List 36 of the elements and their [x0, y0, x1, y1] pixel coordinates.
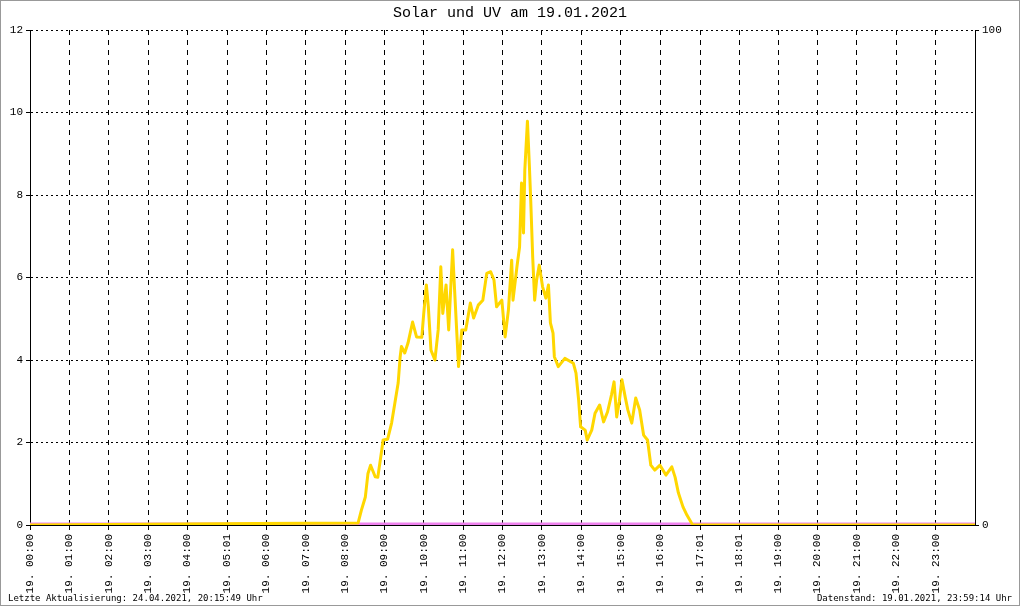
x-tick-label: 19. 08:00 [338, 534, 351, 594]
x-tick-label: 19. 10:00 [417, 534, 430, 594]
x-tick-label: 19. 02:00 [102, 534, 115, 594]
x-tick-label: 19. 20:00 [811, 534, 824, 594]
x-tick-label: 19. 11:00 [457, 534, 470, 594]
x-tick-label: 19. 23:00 [929, 534, 942, 594]
x-tick-label: 19. 18:01 [733, 533, 746, 594]
x-tick-label: 19. 06:00 [260, 534, 273, 594]
y-tick-label: 10 [9, 106, 23, 119]
x-tick-label: 19. 03:00 [142, 534, 155, 594]
chart-title: Solar und UV am 19.01.2021 [392, 5, 628, 22]
text: Datenstand: 19.01.2021, 23:59:14 Uhr [816, 593, 1012, 603]
x-tick-label: 19. 07:00 [299, 534, 312, 594]
x-tick-label: 19. 12:00 [496, 534, 509, 594]
text: Letzte Aktualisierung: 24.04.2021, 20:15:49 Uhr [8, 593, 263, 603]
x-tick-label: 19. 09:00 [378, 534, 391, 594]
y-tick-label: 8 [16, 188, 23, 201]
x-tick-label: 19. 22:00 [890, 534, 903, 594]
x-tick-label: 19. 05:01 [221, 533, 234, 594]
y-tick-label: 2 [16, 436, 23, 449]
x-tick-label: 19. 04:00 [181, 534, 194, 594]
y2-tick-label: 100 [982, 23, 1002, 36]
y-tick-label: 6 [16, 271, 23, 284]
y-tick-label: 4 [16, 353, 24, 366]
y-tick-label: 0 [16, 518, 23, 531]
x-tick-label: 19. 17:01 [693, 533, 706, 594]
x-tick-label: 19. 16:00 [653, 534, 666, 594]
y2-tick-label: 0 [982, 518, 989, 531]
x-tick-label: 19. 21:00 [850, 534, 863, 594]
x-tick-label: 19. 19:00 [772, 534, 785, 594]
x-tick-label: 19. 00:00 [23, 534, 36, 594]
x-tick-label: 19. 13:00 [535, 534, 548, 594]
y-tick-label: 12 [9, 23, 23, 36]
x-tick-label: 19. 14:00 [575, 534, 588, 594]
x-tick-label: 19. 15:00 [614, 534, 627, 594]
x-tick-label: 19. 01:00 [63, 534, 76, 594]
